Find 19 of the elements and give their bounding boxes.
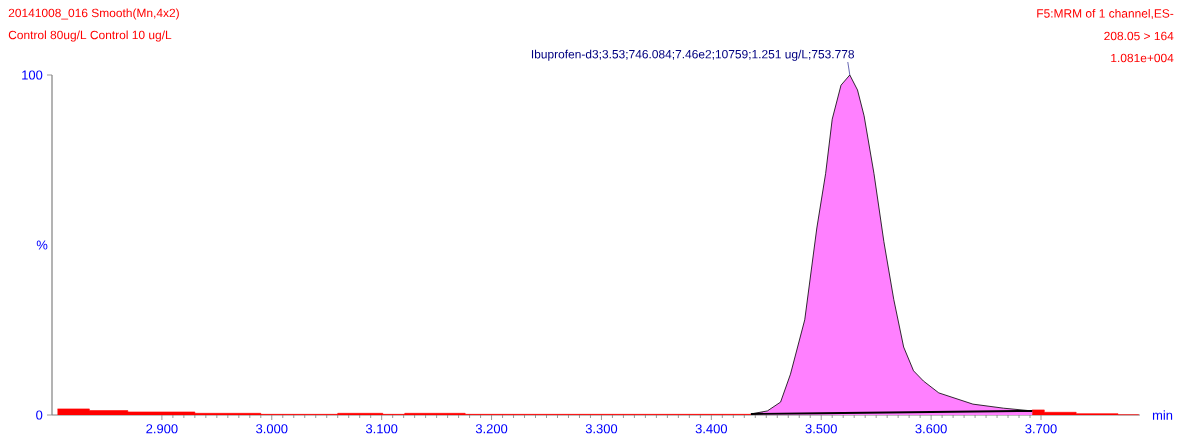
x-tick-label: 3.000	[256, 424, 288, 434]
chart-title: 20141008_016 Smooth(Mn,4x2)	[8, 8, 179, 20]
x-axis-title: min	[1152, 410, 1173, 420]
annotation: Ibuprofen-d3;3.53;746.084;7.46e2;10759;1.251 ug/L;753.778	[531, 49, 855, 61]
x-tick-label: 3.400	[695, 424, 728, 434]
chart-subtitle: Control 80ug/L Control 10 ug/L	[8, 30, 172, 42]
x-tick-label: 3.600	[915, 424, 947, 434]
y-tick-label: 0	[36, 410, 43, 420]
x-tick-label: 3.700	[1025, 424, 1057, 434]
text: F5:MRM of 1 channel,ES-	[1037, 8, 1174, 20]
text: 208.05 > 164	[1104, 31, 1174, 41]
x-tick-label: 2.900	[146, 424, 178, 434]
x-tick-label: 3.300	[585, 424, 618, 434]
text: 1.081e+004	[1111, 53, 1174, 63]
x-tick-label: 3.500	[805, 424, 837, 434]
x-tick-label: 3.200	[475, 424, 508, 434]
y-axis-title: %	[36, 240, 48, 250]
x-tick-label: 3.100	[365, 424, 398, 434]
y-tick-label: 100	[22, 70, 43, 80]
